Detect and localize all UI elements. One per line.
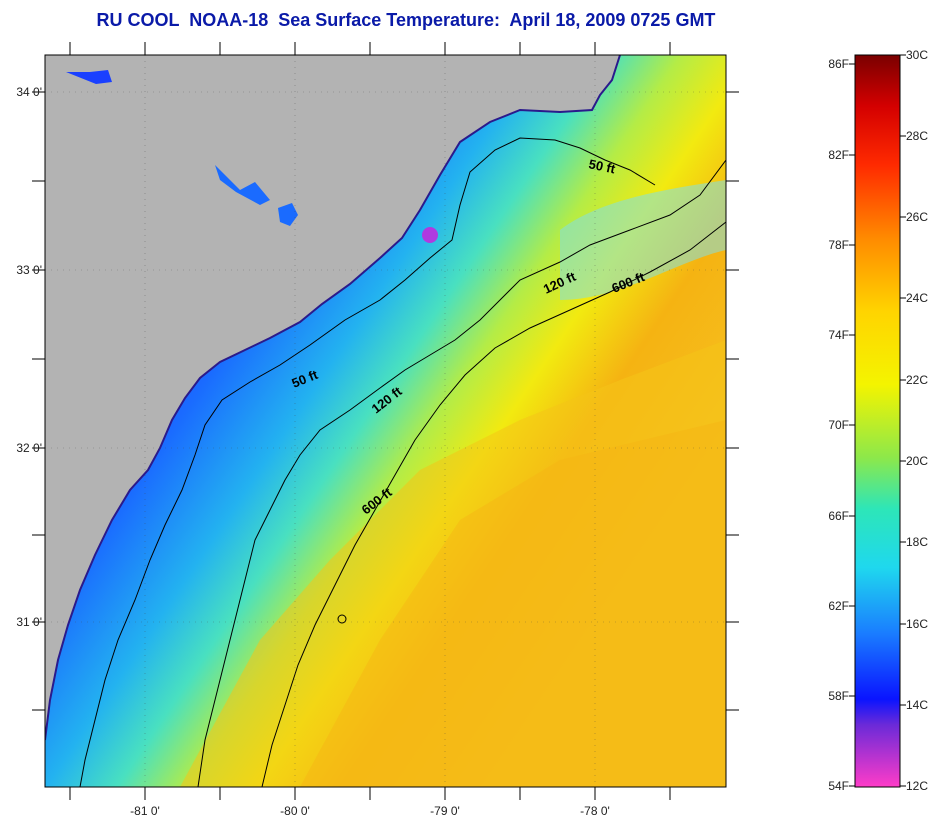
page-title: RU COOL NOAA-18 Sea Surface Temperature:… [96, 10, 716, 30]
map-frame [44, 54, 727, 788]
isobath-50ft [79, 137, 656, 787]
colorbar-ticks [849, 54, 906, 787]
colorbar-f-label: 62F [828, 599, 849, 613]
colorbar-f-label: 58F [828, 689, 849, 703]
colorbar-c-label: 18C [906, 535, 928, 549]
colorbar-f-label: 54F [828, 779, 849, 793]
latitude-label: 33 0' [16, 263, 42, 277]
colorbar-c-label: 22C [906, 373, 928, 387]
latitude-label: 32 0' [16, 441, 42, 455]
colorbar-c-label: 12C [906, 779, 928, 793]
graticule [45, 55, 726, 787]
isobath-120ft [197, 159, 726, 787]
colorbar-c-label: 16C [906, 617, 928, 631]
colorbar-f-label: 74F [828, 328, 849, 342]
buoy-marker [337, 614, 347, 624]
colorbar-c-label: 28C [906, 129, 928, 143]
colorbar-c-label: 26C [906, 210, 928, 224]
gulf-stream-warm-band [180, 340, 726, 787]
colorbar-f-label: 78F [828, 238, 849, 252]
map-panel: 50 ft 50 ft 120 ft 120 ft 600 ft 600 ft [45, 55, 726, 787]
longitude-label: -80 0' [280, 804, 310, 817]
colorbar-f-label: 70F [828, 418, 849, 432]
inland-lake [215, 165, 270, 205]
cool-shelf-patch [560, 180, 726, 300]
coastline [45, 55, 621, 741]
colorbar-c-label: 20C [906, 454, 928, 468]
latitude-label: 31 0' [16, 615, 42, 629]
isobath-600ft [261, 221, 726, 787]
longitude-label: -81 0' [130, 804, 160, 817]
colorbar: 86F 82F 78F 74F 70F 66F 62F 58F 54F 30C … [828, 48, 928, 793]
colorbar-f-label: 66F [828, 509, 849, 523]
inland-lake [66, 70, 112, 84]
longitude-label: -78 0' [580, 804, 610, 817]
colorbar-c-label: 30C [906, 48, 928, 62]
land-mass [45, 55, 620, 740]
colorbar-f-label: 86F [828, 57, 849, 71]
colorbar-c-label: 24C [906, 291, 928, 305]
colorbar-c-label: 14C [906, 698, 928, 712]
isobath-label: 50 ft [587, 156, 617, 176]
hot-spot [422, 227, 438, 243]
latitude-label: 34 0' [16, 85, 42, 99]
outer-warm-water [300, 420, 726, 787]
longitude-label: -79 0' [430, 804, 460, 817]
inland-lake [278, 203, 298, 226]
colorbar-f-label: 82F [828, 148, 849, 162]
map-ticks [32, 42, 739, 800]
colorbar-gradient [854, 54, 901, 788]
